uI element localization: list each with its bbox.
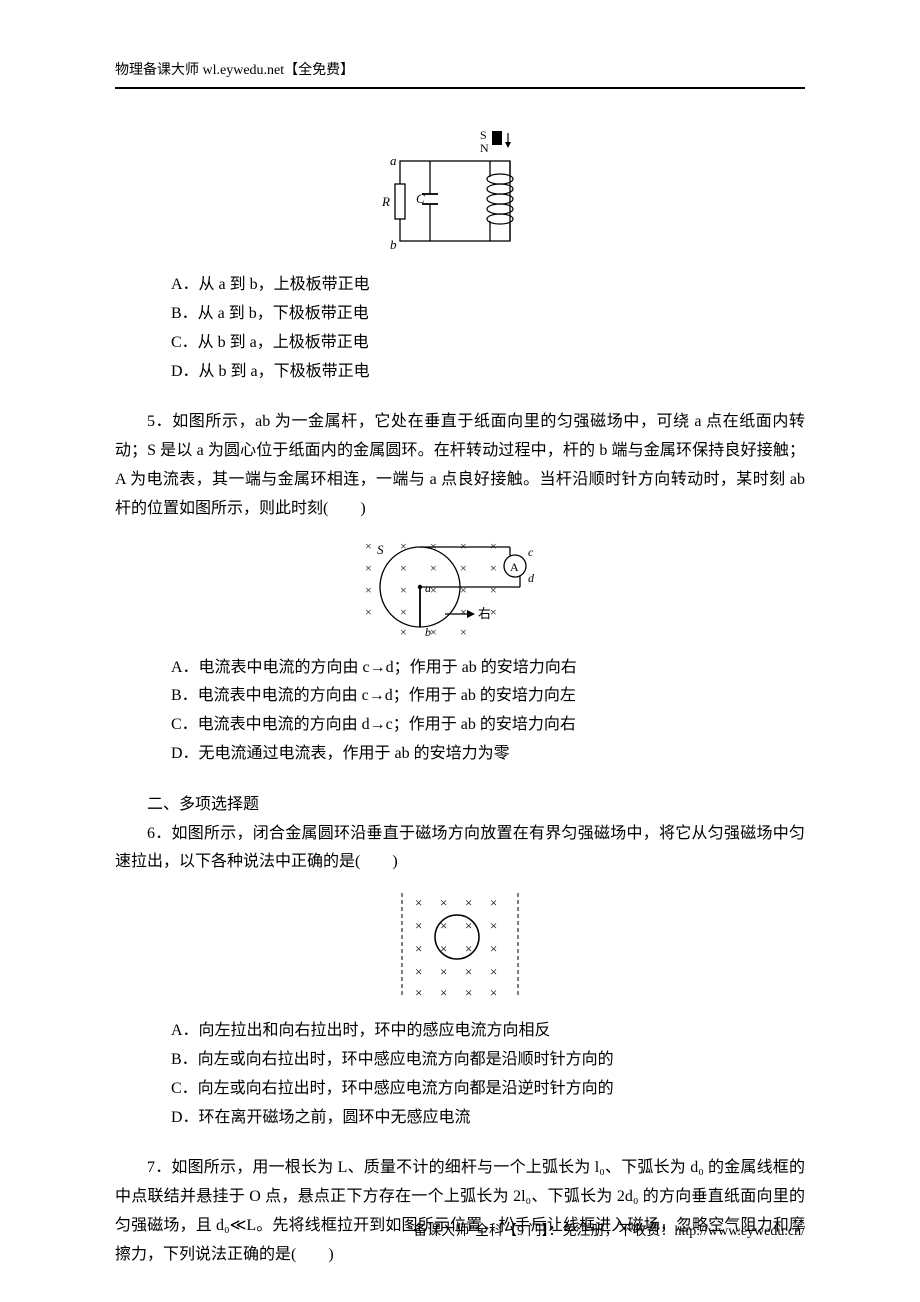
q5-option-a: A．电流表中电流的方向由 c→d；作用于 ab 的安培力向右 (115, 654, 805, 683)
q4-option-d: D．从 b 到 a，下极板带正电 (115, 358, 805, 387)
figure-q5: ××××× ××××× ××××× ×××× ××× S a b 右 (115, 532, 805, 642)
svg-text:×: × (400, 605, 407, 619)
svg-text:×: × (415, 985, 422, 1000)
svg-text:×: × (400, 561, 407, 575)
svg-text:×: × (460, 583, 467, 597)
svg-text:×: × (490, 583, 497, 597)
svg-text:×: × (365, 561, 372, 575)
svg-text:a: a (390, 153, 397, 168)
q7-text: 7．如图所示，用一根长为 L、质量不计的细杆与一个上弧长为 l₀、下弧长为 d₀… (115, 1154, 805, 1269)
svg-text:×: × (400, 583, 407, 597)
svg-text:×: × (490, 918, 497, 933)
svg-text:×: × (430, 625, 437, 639)
svg-text:R: R (381, 194, 390, 209)
svg-text:×: × (460, 561, 467, 575)
svg-text:a: a (425, 581, 431, 595)
svg-text:×: × (440, 964, 447, 979)
figure-q6: ×××× ×× ×× ×××× ×××× ×× ×× (115, 885, 805, 1005)
svg-text:S: S (377, 542, 384, 557)
svg-text:×: × (460, 625, 467, 639)
svg-text:N: N (480, 141, 489, 155)
svg-text:×: × (490, 941, 497, 956)
svg-text:×: × (440, 895, 447, 910)
svg-text:C: C (416, 191, 425, 206)
svg-text:×: × (430, 561, 437, 575)
svg-text:×: × (430, 583, 437, 597)
q5-option-d: D．无电流通过电流表，作用于 ab 的安培力为零 (115, 740, 805, 769)
q4-option-b: B．从 a 到 b，下极板带正电 (115, 300, 805, 329)
svg-text:×: × (490, 964, 497, 979)
svg-text:×: × (490, 605, 497, 619)
svg-text:×: × (415, 964, 422, 979)
svg-text:×: × (365, 583, 372, 597)
q6-option-c: C．向左或向右拉出时，环中感应电流方向都是沿逆时针方向的 (115, 1075, 805, 1104)
q6-option-d: D．环在离开磁场之前，圆环中无感应电流 (115, 1104, 805, 1133)
q6-option-b: B．向左或向右拉出时，环中感应电流方向都是沿顺时针方向的 (115, 1046, 805, 1075)
svg-text:右: 右 (478, 606, 491, 621)
q5-option-c: C．电流表中电流的方向由 d→c；作用于 ab 的安培力向右 (115, 711, 805, 740)
q6-text: 6．如图所示，闭合金属圆环沿垂直于磁场方向放置在有界匀强磁场中，将它从匀强磁场中… (115, 820, 805, 878)
q5-option-b: B．电流表中电流的方向由 c→d；作用于 ab 的安培力向左 (115, 682, 805, 711)
svg-text:d: d (528, 571, 535, 585)
svg-text:c: c (528, 545, 534, 559)
page-footer: "备课大师"全科【9 门】：免注册，不收费！http://www.eywedu.… (408, 1219, 805, 1244)
q4-option-a: A．从 a 到 b，上极板带正电 (115, 271, 805, 300)
svg-text:×: × (400, 625, 407, 639)
q6-option-a: A．向左拉出和向右拉出时，环中的感应电流方向相反 (115, 1017, 805, 1046)
q4-option-c: C．从 b 到 a，上极板带正电 (115, 329, 805, 358)
svg-text:×: × (490, 985, 497, 1000)
svg-text:×: × (440, 985, 447, 1000)
svg-text:×: × (415, 918, 422, 933)
svg-text:×: × (365, 605, 372, 619)
svg-text:×: × (490, 539, 497, 553)
svg-text:×: × (415, 895, 422, 910)
svg-text:×: × (415, 941, 422, 956)
svg-text:×: × (460, 539, 467, 553)
q5-text: 5．如图所示，ab 为一金属杆，它处在垂直于纸面向里的匀强磁场中，可绕 a 点在… (115, 408, 805, 523)
svg-text:×: × (465, 985, 472, 1000)
figure-q4: S N a b R C (115, 129, 805, 259)
svg-text:A: A (510, 560, 519, 574)
svg-text:×: × (460, 605, 467, 619)
header-divider (115, 87, 805, 89)
section-2-title: 二、多项选择题 (115, 791, 805, 820)
svg-text:×: × (465, 964, 472, 979)
svg-text:b: b (390, 237, 397, 252)
svg-text:×: × (490, 895, 497, 910)
page-header: 物理备课大师 wl.eywedu.net【全免费】 (115, 58, 805, 87)
svg-text:×: × (365, 539, 372, 553)
svg-text:×: × (465, 895, 472, 910)
svg-text:b: b (425, 625, 431, 639)
svg-text:×: × (490, 561, 497, 575)
